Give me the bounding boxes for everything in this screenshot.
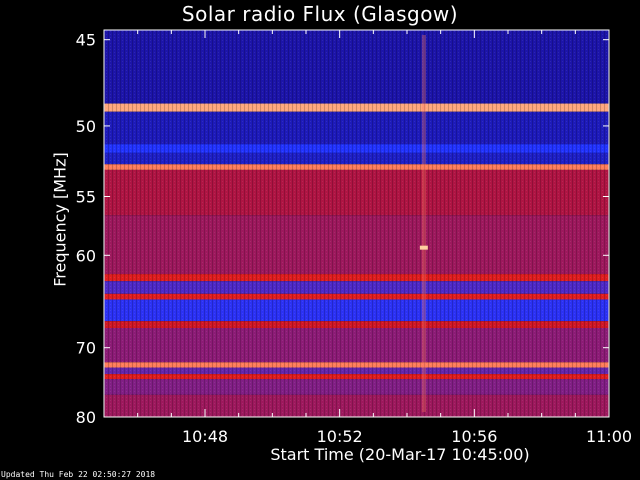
burst-features (419, 35, 428, 412)
y-tick-label-2: 55 (76, 187, 96, 206)
x-tick-label-1: 10:52 (317, 427, 363, 446)
updated-timestamp: Updated Thu Feb 22 02:50:27 2018 (1, 470, 156, 479)
x-axis: 10:48 10:52 10:56 11:00 (103, 30, 632, 446)
x-axis-label: Start Time (20-Mar-17 10:45:00) (270, 445, 530, 464)
y-tick-label-4: 70 (76, 339, 96, 358)
x-tick-label-2: 10:56 (451, 427, 497, 446)
y-tick-label-1: 50 (76, 117, 96, 136)
x-tick-label-0: 10:48 (182, 427, 228, 446)
y-tick-label-5: 80 (76, 408, 96, 427)
chart-title: Solar radio Flux (Glasgow) (181, 2, 459, 26)
y-tick-label-0: 45 (76, 31, 96, 50)
noise-overlay (104, 30, 609, 417)
y-tick-label-3: 60 (76, 246, 96, 265)
y-axis-label: Frequency [MHz] (50, 152, 70, 287)
burst-streak (421, 35, 426, 412)
x-tick-label-3: 11:00 (586, 427, 632, 446)
burst-spot (419, 245, 428, 250)
plot-frame (103, 29, 610, 418)
y-axis: 45 50 55 60 70 80 (76, 31, 609, 427)
